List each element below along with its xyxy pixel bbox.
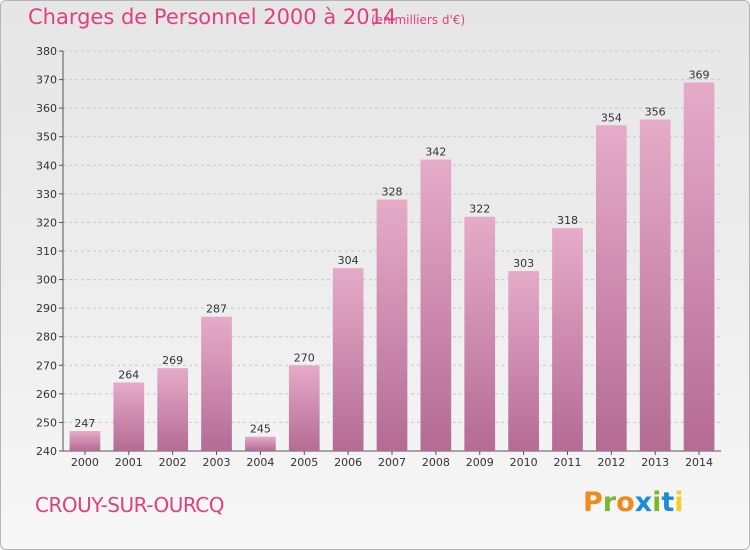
bars [69, 82, 715, 452]
bar [113, 382, 145, 451]
bar [245, 436, 276, 451]
logo-letter: i [674, 487, 684, 518]
chart-title: Charges de Personnel 2000 à 2014 [28, 5, 397, 29]
x-tick-label: 2005 [290, 456, 318, 469]
bar-value-label: 303 [513, 257, 534, 270]
bar [683, 82, 715, 451]
y-tick-label: 340 [36, 159, 57, 172]
x-tick-label: 2013 [641, 456, 669, 469]
y-tick-label: 380 [36, 45, 57, 58]
x-tick-label: 2003 [203, 456, 231, 469]
bar [376, 199, 408, 451]
bar-value-label: 287 [206, 303, 227, 316]
y-tick-label: 310 [36, 245, 57, 258]
logo-letter: P [583, 487, 603, 518]
x-tick-label: 2014 [685, 456, 713, 469]
bar-value-label: 369 [689, 68, 710, 81]
x-tick-label: 2000 [71, 456, 99, 469]
bar-value-label: 342 [425, 146, 446, 159]
commune-name: CROUY-SUR-OURCQ [35, 493, 224, 517]
logo-letter: t [661, 487, 675, 518]
logo-letter: i [652, 487, 662, 518]
bar [552, 228, 583, 451]
y-tick-label: 260 [36, 388, 57, 401]
bar [595, 125, 627, 452]
y-tick-label: 270 [36, 359, 57, 372]
logo-letter: x [634, 487, 653, 518]
bar-value-label: 354 [601, 111, 622, 124]
bar-value-label: 328 [382, 186, 403, 199]
x-tick-label: 2001 [115, 456, 143, 469]
logo-letter: r [602, 487, 617, 518]
bar-value-label: 318 [557, 214, 578, 227]
bar [332, 268, 364, 451]
proxiti-logo: Proxiti [583, 487, 684, 518]
bar [464, 216, 496, 451]
y-tick-label: 250 [36, 416, 57, 429]
x-tick-label: 2011 [553, 456, 581, 469]
logo-letter: o [616, 487, 635, 518]
bar-value-label: 270 [294, 351, 315, 364]
bar [157, 368, 189, 451]
y-tick-label: 300 [36, 274, 57, 287]
bar-value-label: 247 [74, 417, 95, 430]
bar [508, 271, 539, 451]
y-tick-label: 370 [36, 74, 57, 87]
x-tick-label: 2007 [378, 456, 406, 469]
x-tick-label: 2012 [597, 456, 625, 469]
labels: 240 250 260 270 280 290 300 310 320 330 340 350 360 3… [36, 45, 713, 469]
bar-value-label: 322 [469, 203, 490, 216]
bar-value-label: 304 [338, 254, 359, 267]
y-tick-label: 240 [36, 445, 57, 458]
bar [639, 119, 671, 452]
y-tick-label: 350 [36, 131, 57, 144]
y-tick-label: 330 [36, 188, 57, 201]
y-tick-label: 280 [36, 331, 57, 344]
x-tick-label: 2010 [510, 456, 538, 469]
bar [201, 316, 232, 451]
bar [288, 365, 320, 451]
x-tick-label: 2004 [246, 456, 274, 469]
y-tick-label: 290 [36, 302, 57, 315]
x-tick-label: 2009 [466, 456, 494, 469]
y-tick-label: 320 [36, 216, 57, 229]
y-tick-label: 360 [36, 102, 57, 115]
bar-value-label: 264 [118, 368, 139, 381]
bar [420, 159, 452, 452]
bar [69, 431, 101, 451]
x-tick-label: 2008 [422, 456, 450, 469]
bar-value-label: 269 [162, 354, 183, 367]
bar-value-label: 356 [645, 106, 666, 119]
chart-subtitle: (en milliers d'€) [371, 13, 466, 27]
x-tick-label: 2002 [159, 456, 187, 469]
x-tick-label: 2006 [334, 456, 362, 469]
bar-value-label: 245 [250, 423, 271, 436]
